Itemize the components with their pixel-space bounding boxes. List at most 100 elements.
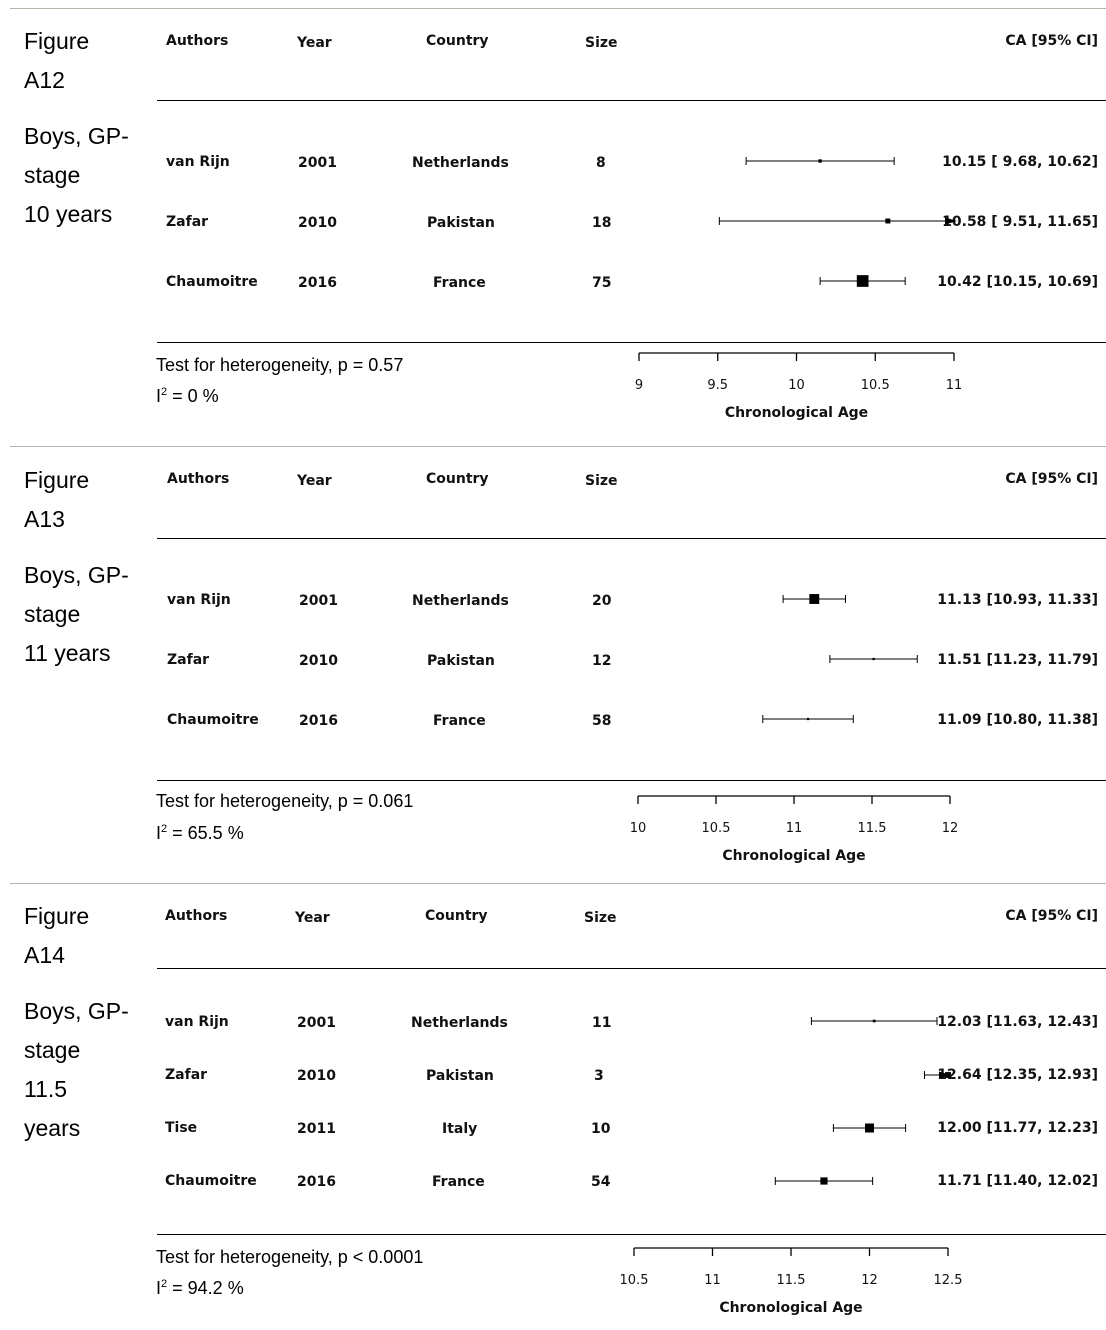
row-author: Zafar	[166, 214, 209, 230]
heterogeneity-test: Test for heterogeneity, p = 0.061	[156, 791, 414, 811]
header-year: Year	[297, 35, 332, 51]
row-ci-text: 10.42 [10.15, 10.69]	[937, 274, 1098, 290]
row-year: 2010	[298, 215, 337, 231]
heterogeneity-test: Test for heterogeneity, p < 0.0001	[156, 1247, 424, 1267]
subgroup-caption: Boys, GP- stage 10 years	[24, 117, 129, 234]
row-size: 10	[591, 1121, 611, 1137]
row-author: van Rijn	[165, 1014, 229, 1030]
header-ci: CA [95% CI]	[1005, 33, 1098, 49]
i2-value: = 94.2 %	[167, 1278, 244, 1298]
heterogeneity-test: Test for heterogeneity, p = 0.57	[156, 355, 404, 375]
x-tick-label: 11	[786, 821, 803, 836]
x-tick-label: 11.5	[858, 821, 887, 836]
row-ci-text: 11.13 [10.93, 11.33]	[937, 592, 1098, 608]
point-estimate	[806, 717, 810, 721]
row-ci-text: 11.51 [11.23, 11.79]	[937, 652, 1098, 668]
row-size: 11	[592, 1015, 612, 1031]
row-size: 8	[596, 155, 606, 171]
i2-superscript: 2	[161, 823, 168, 835]
figure-label-word: Figure	[24, 28, 90, 54]
figure-caption: Figure A14	[24, 897, 89, 975]
row-country: Netherlands	[411, 1015, 508, 1031]
point-estimate	[820, 1177, 828, 1185]
i2-superscript: 2	[161, 1278, 168, 1290]
x-tick-label: 10.5	[861, 378, 890, 393]
footer-rule	[157, 780, 1106, 781]
point-estimate	[885, 218, 891, 224]
row-year: 2010	[299, 653, 338, 669]
row-year: 2016	[299, 713, 338, 729]
point-estimate	[872, 1019, 876, 1023]
row-author: van Rijn	[166, 154, 230, 170]
row-year: 2001	[299, 593, 338, 609]
x-tick-label: 12	[861, 1273, 878, 1288]
header-size: Size	[585, 473, 618, 489]
i2-statistic: I2 = 94.2 %	[156, 1278, 244, 1299]
row-size: 58	[592, 713, 612, 729]
x-tick-label: 10.5	[702, 821, 731, 836]
point-estimate	[945, 1072, 951, 1078]
x-tick-label: 10	[630, 821, 647, 836]
header-rule	[157, 968, 1106, 969]
header-country: Country	[425, 908, 488, 924]
row-ci-text: 12.00 [11.77, 12.23]	[937, 1120, 1098, 1136]
subgroup-caption: Boys, GP- stage 11.5 years	[24, 992, 129, 1148]
x-tick-label: 10	[788, 378, 805, 393]
row-size: 75	[592, 275, 612, 291]
panel-separator	[10, 446, 1106, 447]
row-country: Pakistan	[427, 653, 495, 669]
row-year: 2001	[298, 155, 337, 171]
subgroup-line: years	[24, 1115, 81, 1141]
point-estimate	[872, 657, 875, 661]
x-tick-label: 11	[704, 1273, 721, 1288]
i2-value: = 0 %	[167, 386, 219, 406]
row-year: 2011	[297, 1121, 336, 1137]
i2-statistic: I2 = 0 %	[156, 386, 219, 407]
i2-prefix: I	[156, 1278, 162, 1298]
x-tick-label: 11.5	[777, 1273, 806, 1288]
header-authors: Authors	[165, 908, 228, 924]
x-tick-label: 12	[942, 821, 959, 836]
row-size: 20	[592, 593, 612, 609]
x-tick-label: 10.5	[620, 1273, 649, 1288]
subgroup-line: Boys, GP-	[24, 998, 129, 1024]
footer-rule	[157, 1234, 1106, 1235]
header-size: Size	[585, 35, 618, 51]
figure-label-word: Figure	[24, 903, 90, 929]
row-ci-text: 12.64 [12.35, 12.93]	[937, 1067, 1098, 1083]
row-author: Chaumoitre	[165, 1173, 257, 1189]
row-ci-text: 12.03 [11.63, 12.43]	[937, 1014, 1098, 1030]
subgroup-line: 11.5	[24, 1076, 68, 1102]
figure-label-id: A13	[24, 506, 65, 532]
header-authors: Authors	[167, 471, 230, 487]
point-estimate	[865, 1123, 874, 1133]
point-estimate	[809, 594, 820, 604]
row-author: Chaumoitre	[167, 712, 259, 728]
header-rule	[157, 538, 1106, 539]
subgroup-line: 11 years	[24, 640, 111, 666]
subgroup-line: stage	[24, 1037, 81, 1063]
footer-rule	[157, 342, 1106, 343]
panel-separator	[10, 883, 1106, 884]
figure-label-id: A14	[24, 942, 65, 968]
row-country: France	[433, 275, 486, 291]
row-country: France	[433, 713, 486, 729]
subgroup-line: stage	[24, 601, 81, 627]
x-axis-label: Chronological Age	[725, 405, 868, 421]
row-country: Pakistan	[426, 1068, 494, 1084]
subgroup-line: Boys, GP-	[24, 123, 129, 149]
x-tick-label: 9	[635, 378, 643, 393]
ci-truncation-arrow	[939, 1071, 951, 1079]
row-year: 2001	[297, 1015, 336, 1031]
row-author: Tise	[165, 1120, 198, 1136]
header-year: Year	[295, 910, 330, 926]
row-author: van Rijn	[167, 592, 231, 608]
i2-prefix: I	[156, 386, 162, 406]
row-author: Chaumoitre	[166, 274, 258, 290]
row-year: 2016	[298, 275, 337, 291]
subgroup-line: Boys, GP-	[24, 562, 129, 588]
header-country: Country	[426, 33, 489, 49]
row-year: 2016	[297, 1174, 336, 1190]
i2-prefix: I	[156, 823, 162, 843]
